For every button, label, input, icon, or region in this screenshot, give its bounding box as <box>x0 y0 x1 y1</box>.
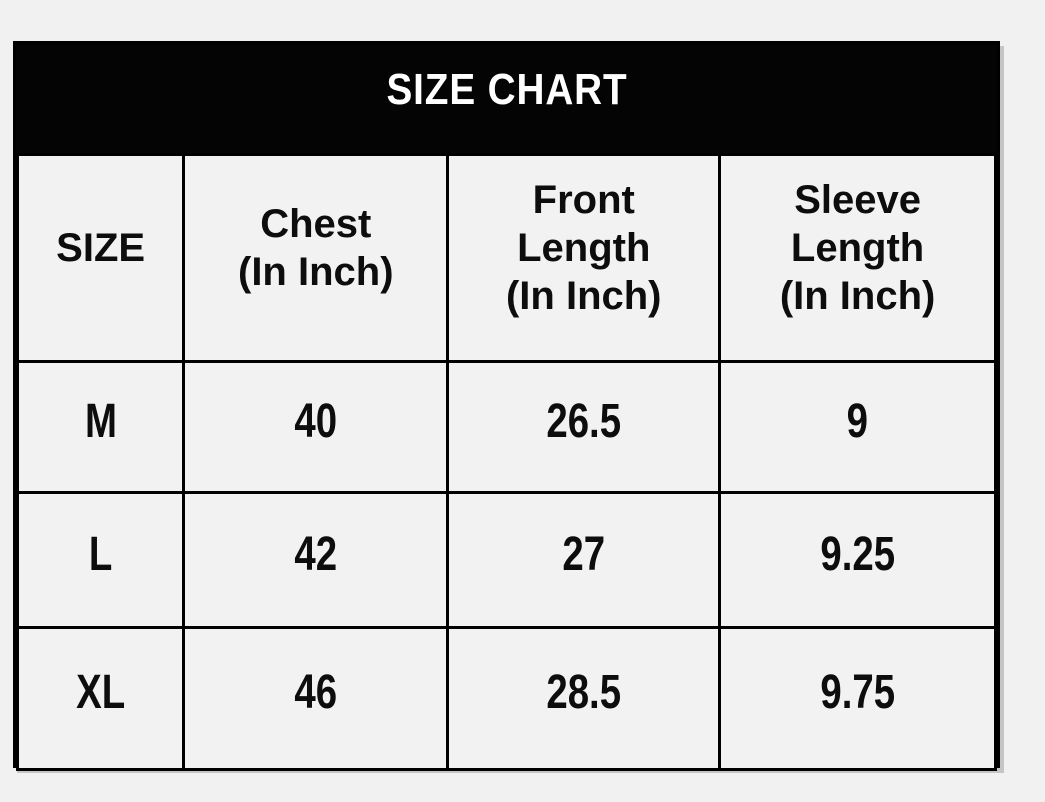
cell-chest-xl: 46 <box>182 626 450 771</box>
cell-sleeve-length-m: 9 <box>718 360 997 494</box>
size-chart-title: SIZE CHART <box>385 65 628 114</box>
cell-size-m: M <box>15 360 186 494</box>
column-header-chest-label: Chest <box>260 202 372 246</box>
front-length-value: 28.5 <box>546 666 622 719</box>
sleeve-length-value: 9.25 <box>820 527 895 581</box>
chest-value: 46 <box>294 666 338 719</box>
column-header-size-label: SIZE <box>56 226 146 270</box>
column-header-chest-unit: (In Inch) <box>238 250 394 294</box>
table-header-row: SIZE Chest (In Inch) Front Length (In In… <box>15 153 997 363</box>
sleeve-length-value: 9.75 <box>820 666 895 719</box>
chest-value: 42 <box>294 527 338 581</box>
column-header-front-length-label: Front Length <box>517 178 651 270</box>
cell-sleeve-length-l: 9.25 <box>718 491 997 629</box>
column-header-front-length-unit: (In Inch) <box>505 274 662 318</box>
cell-front-length-l: 27 <box>446 491 722 629</box>
table-row-m: M 40 26.5 9 <box>15 360 997 494</box>
size-chart-title-bar: SIZE CHART <box>16 44 997 154</box>
cell-front-length-m: 26.5 <box>446 360 722 494</box>
front-length-value: 27 <box>562 527 606 581</box>
column-header-size: SIZE <box>15 153 186 363</box>
column-header-sleeve-length-unit: (In Inch) <box>779 274 936 318</box>
cell-sleeve-length-xl: 9.75 <box>718 626 997 771</box>
size-value: XL <box>76 666 126 719</box>
column-header-sleeve-length-label: Sleeve Length <box>790 178 925 270</box>
size-chart-table: SIZE Chest (In Inch) Front Length (In In… <box>15 153 997 771</box>
cell-size-l: L <box>15 491 186 629</box>
sleeve-length-value: 9 <box>846 394 869 448</box>
cell-chest-l: 42 <box>182 491 450 629</box>
table-row-xl: XL 46 28.5 9.75 <box>15 626 997 771</box>
chest-value: 40 <box>294 394 338 448</box>
size-value: M <box>84 394 117 448</box>
table-row-l: L 42 27 9.25 <box>15 491 997 629</box>
cell-chest-m: 40 <box>182 360 450 494</box>
cell-front-length-xl: 28.5 <box>446 626 722 771</box>
size-value: L <box>88 527 113 581</box>
cell-size-xl: XL <box>15 626 186 771</box>
column-header-chest: Chest (In Inch) <box>182 153 450 363</box>
column-header-sleeve-length: Sleeve Length (In Inch) <box>718 153 997 363</box>
front-length-value: 26.5 <box>546 394 622 448</box>
size-chart-card: SIZE CHART SIZE Chest <box>13 41 1000 771</box>
column-header-front-length: Front Length (In Inch) <box>446 153 722 363</box>
